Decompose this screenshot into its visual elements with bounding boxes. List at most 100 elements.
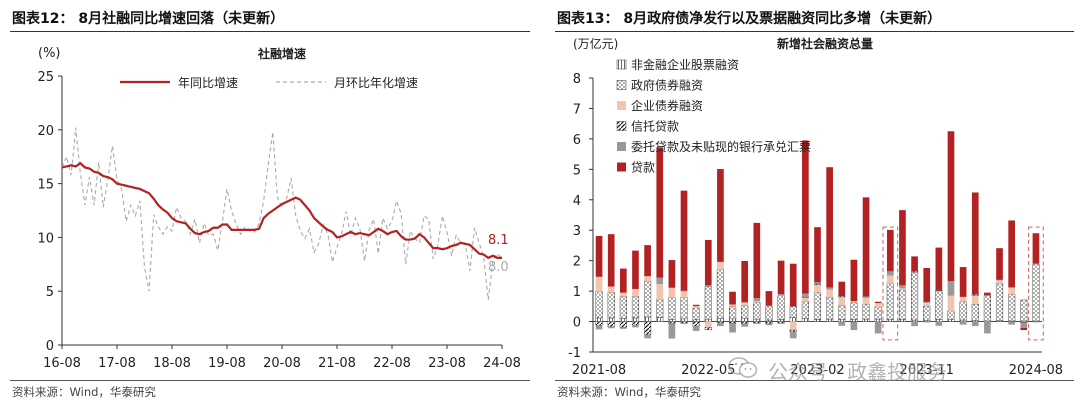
bar-segment: [644, 316, 652, 322]
bar-segment: [704, 239, 712, 286]
bar-segment: [741, 260, 749, 303]
legend-swatch: [617, 142, 626, 151]
bar-segment: [680, 321, 688, 324]
bar-segment: [741, 302, 749, 306]
bar-segment: [619, 321, 627, 328]
chart-title: 社融增速: [257, 46, 306, 61]
highlight-box: [1028, 226, 1044, 341]
bar-segment: [631, 321, 640, 326]
bottom-rule: [555, 380, 1074, 381]
bar-segment: [789, 317, 797, 322]
bar-segment: [923, 267, 931, 302]
x-tick-label: 18-08: [153, 356, 191, 371]
bar-segment: [765, 323, 773, 326]
bar-segment: [813, 292, 822, 320]
line-chart-social-financing-growth: (%) 社融增速 0 5 10 15 20 25 16-08 17-08 18-08 19-08 20-…: [37, 46, 521, 371]
bar-segment: [680, 291, 688, 298]
bar-segment: [874, 306, 882, 320]
legend-label: 政府债券融资: [631, 78, 703, 93]
bar-segment: [935, 321, 943, 326]
bar-segment: [753, 321, 761, 324]
bar-segment: [668, 321, 676, 324]
legend-swatch: [617, 162, 626, 172]
bar-segment: [947, 319, 955, 322]
bar-segment: [802, 293, 809, 297]
bar-segment: [1032, 233, 1040, 264]
y-tick-label: 4: [573, 194, 581, 209]
legend-label-mom: 月环比年化增速: [334, 76, 418, 90]
bar-segment: [656, 299, 664, 318]
bar-segment: [692, 326, 700, 331]
bar-segment: [741, 317, 749, 322]
bar-segment: [668, 323, 676, 339]
bar-segment: [789, 306, 797, 318]
legend-swatch: [616, 80, 627, 90]
bar-segment: [814, 282, 821, 284]
bar-segment: [595, 317, 603, 322]
bar-segment: [935, 289, 943, 291]
bar-segment: [704, 321, 712, 328]
bar-segment: [1020, 321, 1028, 323]
bar-segment: [765, 321, 773, 324]
legend-label: 企业债券融资: [631, 98, 703, 113]
x-tick-label: 2022-05: [681, 363, 735, 378]
bar-segment: [862, 303, 870, 320]
bar-segment: [680, 318, 688, 322]
bar-segment: [910, 272, 919, 321]
bar-segment: [862, 296, 870, 305]
bar-segment: [1032, 263, 1040, 265]
bar-segment: [898, 319, 907, 322]
bar-segment: [947, 295, 955, 311]
bar-segment: [947, 131, 955, 282]
source-note: 资料来源：Wind，华泰研究: [557, 385, 701, 399]
bar-segment: [801, 318, 809, 322]
bar-segment: [862, 318, 870, 322]
bar-segment: [607, 326, 615, 329]
bar-segment: [656, 284, 664, 300]
figure-13-title: 图表13： 8月政府债净发行以及票据融资同比多增（未更新）: [557, 11, 942, 27]
bar-segment: [838, 296, 846, 306]
bottom-rule: [10, 380, 530, 381]
legend-label: 委托贷款及未贴现的银行承兑汇票: [631, 139, 811, 154]
y-axis-unit: (万亿元): [573, 36, 618, 51]
y-tick-label: 25: [37, 70, 54, 85]
right-panel: 图表13： 8月政府债净发行以及票据融资同比多增（未更新） (万亿元) 新增社会融…: [545, 0, 1080, 409]
figure-12-title: 图表12： 8月社融同比增速回落（未更新）: [12, 11, 285, 27]
bar-segment: [789, 263, 797, 307]
bar-segment: [826, 287, 833, 290]
bar-segment: [850, 321, 858, 323]
bar-segment: [777, 321, 785, 324]
bar-segment: [984, 292, 991, 296]
bar-segment: [656, 277, 664, 285]
bar-segment: [886, 319, 894, 322]
x-tick-label: 24-08: [483, 356, 521, 371]
bar-segment: [619, 296, 627, 319]
bar-segment: [850, 322, 858, 331]
bar-segment: [971, 293, 979, 296]
bar-segment: [959, 321, 967, 325]
bar-segment: [644, 334, 651, 339]
bar-segment: [826, 297, 834, 320]
wechat-icon: [728, 357, 758, 378]
bar-segment: [595, 321, 603, 326]
series-end-label: 8.1: [488, 233, 509, 248]
series-line-yoy: [61, 161, 502, 260]
highlight-box: [882, 226, 899, 341]
legend-label: 贷款: [631, 161, 655, 175]
stacked-bar-chart-new-social-financing: (万亿元) 新增社会融资总量 -1 0 1 2 3 4 5 6 7 8 2021-08 2022-05 20…: [568, 36, 1063, 378]
bar-segment: [753, 301, 761, 303]
bar-segment: [947, 281, 955, 296]
bar-segment: [607, 317, 615, 322]
wechat-watermark: 公众号 · 政鑫投服务: [728, 356, 1058, 384]
bar-segment: [886, 229, 894, 272]
bar-segment: [692, 306, 700, 308]
bar-segment: [680, 290, 688, 292]
source-note: 资料来源：Wind，华泰研究: [12, 385, 156, 399]
bar-segment: [814, 284, 821, 293]
bar-segment: [850, 259, 858, 302]
bar-segment: [607, 292, 615, 319]
bar-segment: [1008, 287, 1015, 295]
bar-segment: [813, 319, 822, 322]
bar-segment: [704, 286, 712, 320]
bar-segment: [1020, 322, 1028, 328]
